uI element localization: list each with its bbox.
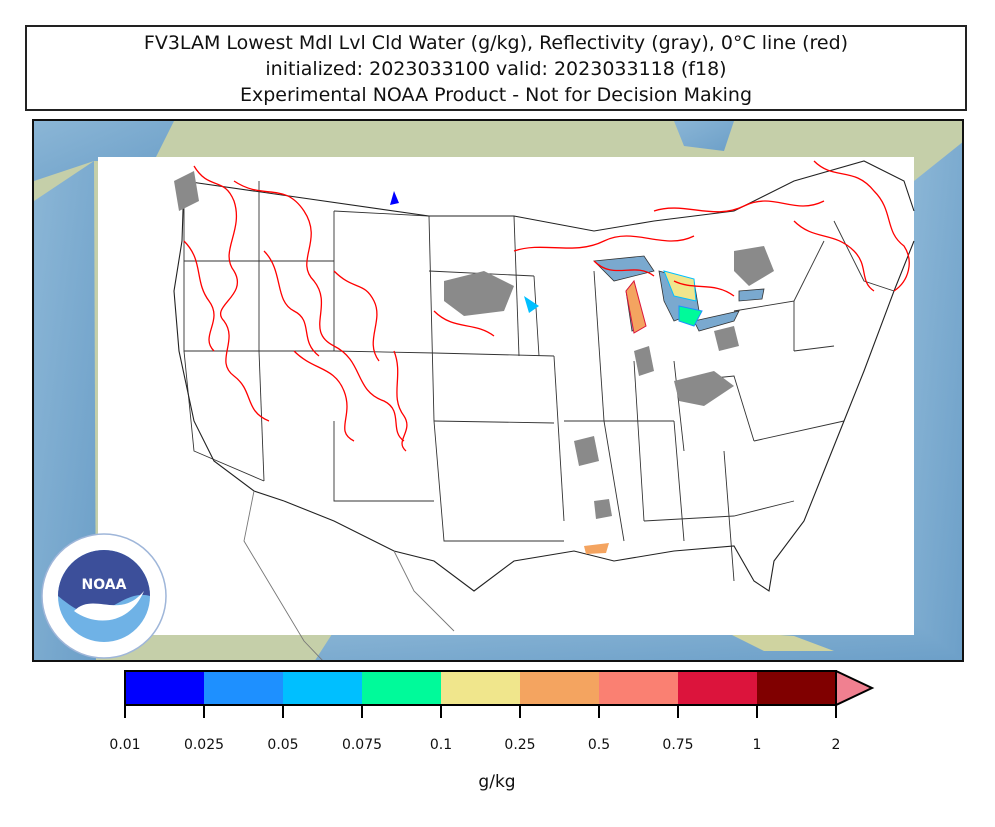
colorbar-segment — [599, 671, 678, 705]
freezing-line — [183, 160, 910, 452]
atlantic-ocean — [914, 142, 962, 660]
colorbar-tick-label: 1 — [752, 737, 762, 753]
colorbar-segment — [520, 671, 599, 705]
mexico-borders — [243, 490, 455, 660]
colorbar-segment — [125, 671, 204, 705]
colorbar-tick-label: 0.25 — [504, 737, 536, 753]
title-line-2: initialized: 2023033100 valid: 202303311… — [265, 58, 727, 80]
colorbar-units: g/kg — [478, 772, 516, 792]
colorbar-tick-label: 0.5 — [587, 737, 611, 753]
title-line-3: Experimental NOAA Product - Not for Deci… — [239, 84, 753, 106]
model-domain — [98, 157, 914, 635]
colorbar-segment — [678, 671, 757, 705]
pacific-ocean — [34, 161, 96, 660]
colorbar-tick-label: 0.01 — [109, 737, 141, 753]
logo-sky — [58, 550, 150, 614]
noaa-logo: NATIONAL OCEANIC AND ATMOSPHERIC ADMINIS… — [41, 533, 167, 659]
colorbar-tick-label: 0.1 — [429, 737, 453, 753]
coastlines — [173, 160, 915, 592]
logo-gull — [74, 591, 144, 621]
logo-text: NOAA — [82, 577, 127, 593]
colorbar-segment — [362, 671, 441, 705]
colorbar-tick-label: 0.075 — [341, 737, 383, 753]
colorbar-outline — [124, 670, 837, 706]
colorbar-segment — [204, 671, 283, 705]
cloud-water-areas — [390, 191, 703, 554]
colorbar-tick-label: 2 — [831, 737, 841, 753]
colorbar-segment — [441, 671, 520, 705]
colorbar — [124, 670, 875, 718]
colorbar-tick-label: 0.05 — [267, 737, 299, 753]
colorbar-segment — [757, 671, 836, 705]
pacific-ocean-north — [34, 121, 174, 181]
hudson-bay — [674, 121, 734, 151]
title-line-1: FV3LAM Lowest Mdl Lvl Cld Water (g/kg), … — [143, 32, 849, 54]
reflectivity-areas — [174, 171, 774, 519]
map-title-box: FV3LAM Lowest Mdl Lvl Cld Water (g/kg), … — [25, 25, 967, 111]
colorbar-tick-label: 0.025 — [183, 737, 225, 753]
cuba-land — [724, 631, 834, 651]
map-canvas: NATIONAL OCEANIC AND ATMOSPHERIC ADMINIS… — [34, 121, 962, 660]
colorbar-segment — [283, 671, 362, 705]
colorbar-extend-arrow — [835, 670, 875, 707]
colorbar-tick-label: 0.75 — [662, 737, 694, 753]
map-panel: NATIONAL OCEANIC AND ATMOSPHERIC ADMINIS… — [32, 119, 964, 662]
